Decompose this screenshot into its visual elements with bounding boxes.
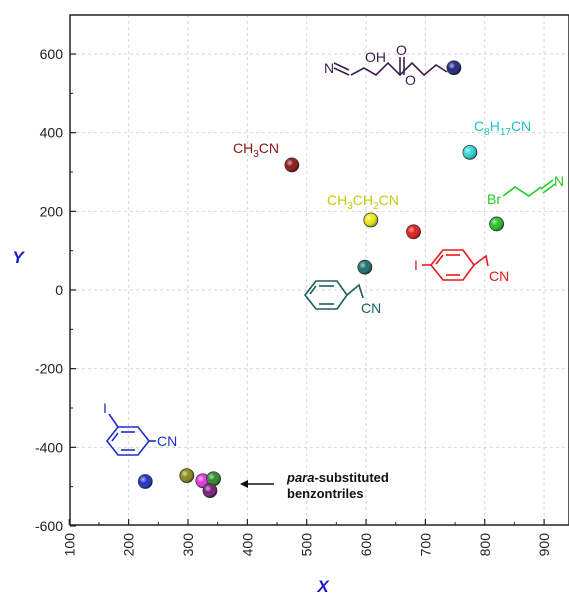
annotation-arrow [240, 480, 274, 488]
iodo-meta-structure [105, 413, 156, 456]
ester-o-label: O [405, 72, 416, 88]
c8h17cn-label: C8H17CN [474, 118, 531, 138]
ch3ch2cn-label: CH3CH2CN [327, 192, 399, 212]
x-tick-label: 900 [536, 533, 552, 557]
benzyl-structure [303, 280, 364, 310]
bromo-n-label: N [554, 173, 564, 189]
annotation-line2: benzontriles [287, 486, 364, 501]
data-point [284, 157, 300, 173]
ch3cn-label: CH3CN [233, 140, 279, 160]
x-tick-label: 800 [477, 533, 493, 557]
data-point [202, 483, 218, 498]
y-tick-label: -400 [35, 439, 63, 455]
x-tick-label: 100 [61, 533, 77, 557]
data-points [137, 60, 505, 498]
y-axis-title: Y [12, 248, 25, 267]
y-tick-labels: 600 400 200 0 -200 -400 -600 [35, 46, 63, 534]
x-axis-title: X [316, 577, 330, 595]
data-point [206, 471, 221, 487]
data-point [406, 224, 421, 240]
x-tick-label: 700 [417, 533, 433, 557]
ester-carbonyl-o-label: O [396, 42, 407, 58]
iodo-meta-i-label: I [103, 400, 107, 416]
y-tick-label: 0 [55, 282, 63, 298]
y-tick-label: -600 [35, 518, 63, 534]
benzyl-cn-label: CN [361, 300, 381, 316]
x-tick-label: 600 [358, 533, 374, 557]
plot-frame [69, 14, 569, 526]
bromo-structure [502, 179, 556, 197]
y-tick-label: 200 [40, 203, 64, 219]
data-point [137, 474, 153, 489]
x-tick-label: 200 [121, 533, 137, 557]
data-point [489, 216, 505, 232]
annotation-line1: para-substituted [286, 470, 389, 485]
x-tick-labels: 100 200 300 400 500 600 700 800 900 [61, 533, 552, 557]
ester-structure [333, 57, 448, 77]
bromo-br-label: Br [487, 191, 501, 207]
y-tick-label: 600 [40, 46, 64, 62]
iodo-para-structure [422, 249, 489, 281]
data-point [357, 259, 373, 275]
data-point [363, 212, 379, 228]
data-point [446, 60, 462, 76]
iodo-meta-cn-label: CN [157, 433, 177, 449]
data-point [179, 468, 195, 484]
iodo-para-i-label: I [414, 257, 418, 273]
data-point [462, 144, 478, 160]
ester-oh-label: OH [365, 49, 386, 65]
x-tick-label: 500 [299, 533, 315, 557]
y-tick-label: 400 [40, 125, 64, 141]
iodo-para-cn-label: CN [489, 268, 509, 284]
x-tick-label: 400 [239, 533, 255, 557]
ester-n-label: N [324, 60, 334, 76]
axis-ticks [68, 53, 545, 527]
x-tick-label: 300 [180, 533, 196, 557]
y-tick-label: -200 [35, 361, 63, 377]
